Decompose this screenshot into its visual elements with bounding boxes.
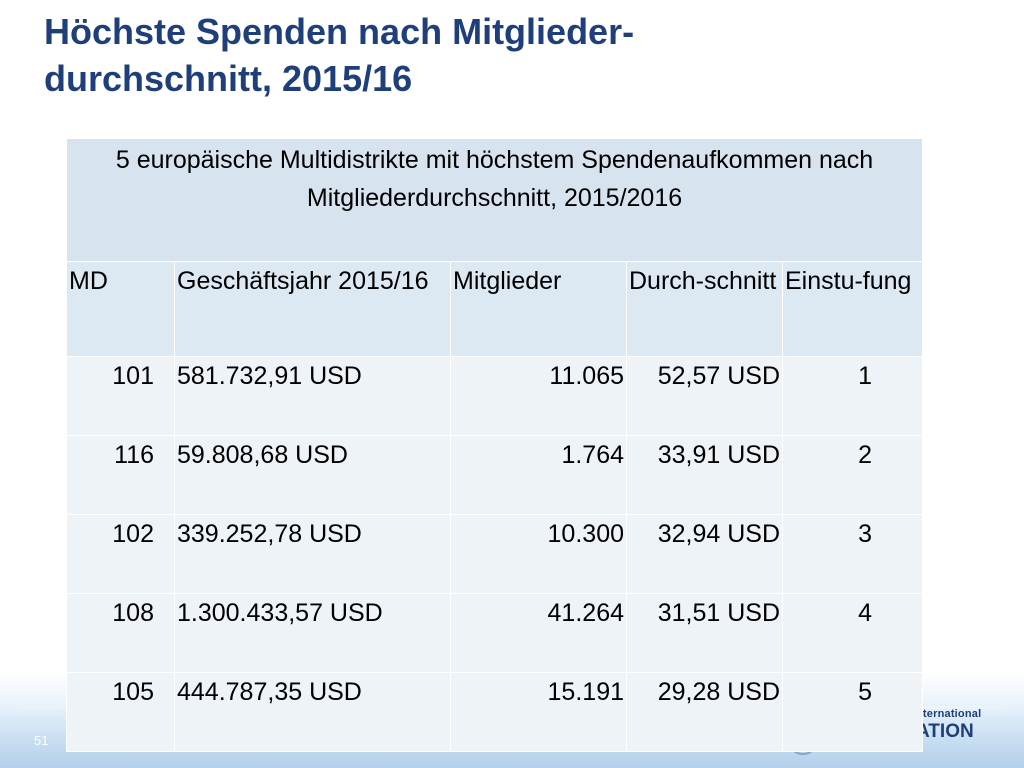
table-row: 116 59.808,68 USD 1.764 33,91 USD 2 xyxy=(66,435,924,515)
cell-average: 52,57 USD xyxy=(626,356,783,436)
cell-donation: 444.787,35 USD xyxy=(174,672,451,752)
table-row: 105 444.787,35 USD 15.191 29,28 USD 5 xyxy=(66,672,924,752)
table-header-row: MD Geschäftsjahr 2015/16 Mitglieder Durc… xyxy=(66,261,924,357)
brand-line2: ATION xyxy=(916,721,974,742)
cell-members: 1.764 xyxy=(450,435,627,515)
cell-rank: 4 xyxy=(781,593,924,673)
cell-members: 10.300 xyxy=(450,514,627,594)
cell-rank: 3 xyxy=(781,514,924,594)
header-rank: Einstu-fung xyxy=(781,261,924,357)
table-row: 108 1.300.433,57 USD 41.264 31,51 USD 4 xyxy=(66,593,924,673)
cell-members: 41.264 xyxy=(450,593,627,673)
header-average: Durch-schnitt xyxy=(626,261,783,357)
header-md: MD xyxy=(66,261,175,357)
table-row: 102 339.252,78 USD 10.300 32,94 USD 3 xyxy=(66,514,924,594)
cell-donation: 581.732,91 USD xyxy=(174,356,451,436)
header-year: Geschäftsjahr 2015/16 xyxy=(174,261,451,357)
table-caption: 5 europäische Multidistrikte mit höchste… xyxy=(65,137,924,262)
cell-members: 11.065 xyxy=(450,356,627,436)
slide-title-line2: durchschnitt, 2015/16 xyxy=(44,58,413,99)
cell-rank: 5 xyxy=(781,672,924,752)
cell-md: 108 xyxy=(66,593,175,673)
brand-line1: nternational xyxy=(916,708,982,720)
cell-donation: 1.300.433,57 USD xyxy=(174,593,451,673)
page-number: 51 xyxy=(34,733,49,748)
cell-average: 29,28 USD xyxy=(626,672,783,752)
cell-rank: 1 xyxy=(781,356,924,436)
cell-md: 116 xyxy=(66,435,175,515)
cell-md: 101 xyxy=(66,356,175,436)
cell-rank: 2 xyxy=(781,435,924,515)
cell-members: 15.191 xyxy=(450,672,627,752)
cell-donation: 59.808,68 USD xyxy=(174,435,451,515)
slide-title: Höchste Spenden nach Mitglieder- durchsc… xyxy=(44,8,944,102)
donations-table: 5 europäische Multidistrikte mit höchste… xyxy=(65,137,924,752)
cell-md: 105 xyxy=(66,672,175,752)
cell-average: 31,51 USD xyxy=(626,593,783,673)
brand-logo: nternational ATION xyxy=(916,708,1024,743)
slide-title-line1: Höchste Spenden nach Mitglieder- xyxy=(44,11,635,52)
cell-donation: 339.252,78 USD xyxy=(174,514,451,594)
table-row: 101 581.732,91 USD 11.065 52,57 USD 1 xyxy=(66,356,924,436)
cell-md: 102 xyxy=(66,514,175,594)
cell-average: 32,94 USD xyxy=(626,514,783,594)
header-members: Mitglieder xyxy=(450,261,627,357)
cell-average: 33,91 USD xyxy=(626,435,783,515)
